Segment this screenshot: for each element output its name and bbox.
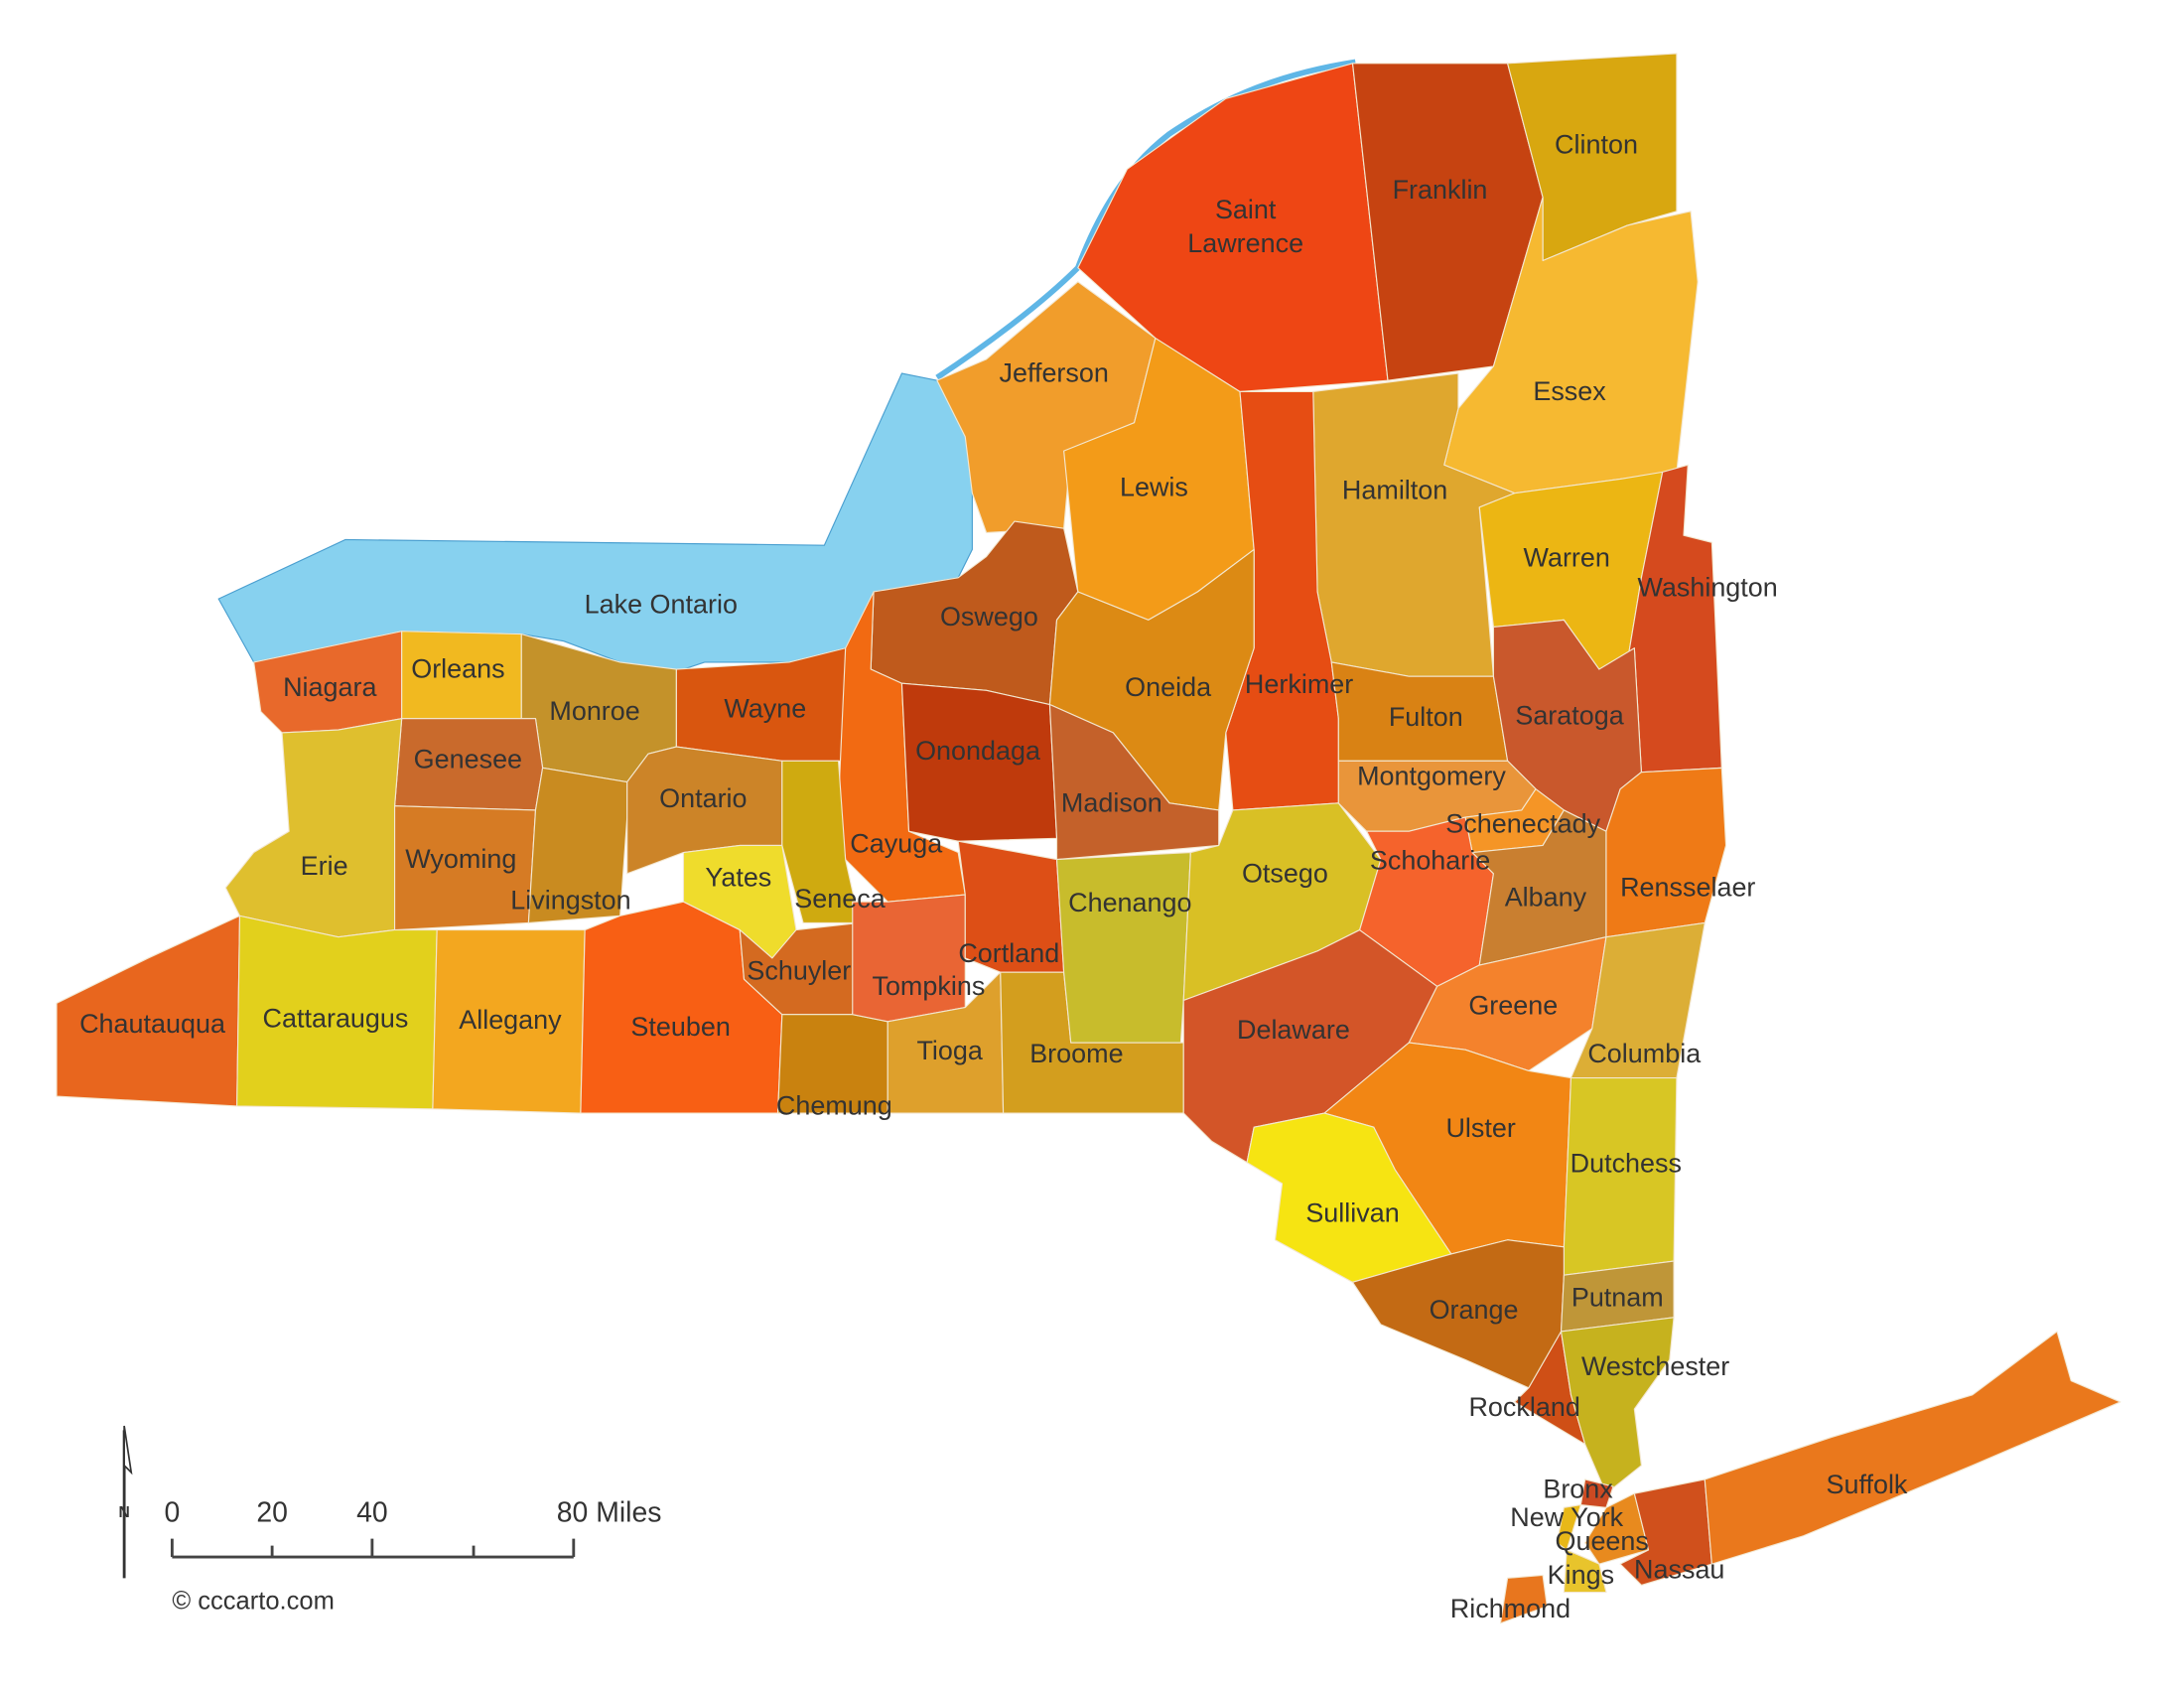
- county-label-warren: Warren: [1524, 542, 1610, 572]
- county-label-nassau: Nassau: [1634, 1554, 1724, 1584]
- county-label-otsego: Otsego: [1242, 858, 1328, 888]
- county-label-orleans: Orleans: [411, 654, 504, 684]
- county-label-oneida: Oneida: [1125, 672, 1211, 702]
- county-label-cortland: Cortland: [958, 938, 1059, 968]
- county-label-putnam: Putnam: [1571, 1282, 1664, 1312]
- scale-tick-0: 0: [164, 1497, 180, 1529]
- county-label-chemung: Chemung: [776, 1090, 892, 1120]
- north-label: N: [118, 1504, 129, 1521]
- county-label-greene: Greene: [1468, 991, 1558, 1021]
- county-label-westchester: Westchester: [1581, 1351, 1729, 1381]
- county-label-albany: Albany: [1505, 882, 1587, 912]
- county-label-chautauqua: Chautauqua: [79, 1009, 225, 1039]
- county-kings[interactable]: [1563, 1549, 1607, 1594]
- county-label-chenango: Chenango: [1068, 888, 1191, 917]
- county-label-erie: Erie: [301, 851, 348, 881]
- county-label-washington: Washington: [1637, 572, 1777, 602]
- scale-tick-20: 20: [256, 1497, 288, 1529]
- scale-bar: N 0 20 40 80 Miles © cccarto.com: [118, 1425, 662, 1616]
- scale-tick-40: 40: [356, 1497, 388, 1529]
- county-label-suffolk: Suffolk: [1827, 1470, 1908, 1499]
- county-label-steuben: Steuben: [630, 1012, 730, 1042]
- county-madison[interactable]: [1048, 703, 1220, 861]
- county-label-rockland: Rockland: [1468, 1392, 1579, 1422]
- scale-tick-80: 80 Miles: [557, 1497, 662, 1529]
- county-label-columbia: Columbia: [1587, 1039, 1701, 1068]
- scale-line: [170, 1538, 576, 1559]
- county-label-onondaga: Onondaga: [915, 736, 1040, 766]
- county-label-tioga: Tioga: [916, 1036, 982, 1065]
- county-chenango[interactable]: [1055, 851, 1191, 1044]
- lake-ontario-label: Lake Ontario: [585, 589, 738, 619]
- county-label-rensselaer: Rensselaer: [1620, 873, 1755, 903]
- county-label-clinton: Clinton: [1555, 130, 1638, 160]
- county-label-niagara: Niagara: [283, 672, 376, 702]
- county-label-schenectady: Schenectady: [1445, 809, 1600, 839]
- county-westchester[interactable]: [1560, 1317, 1675, 1494]
- county-label-queens: Queens: [1555, 1526, 1648, 1556]
- county-label-cayuga: Cayuga: [850, 829, 942, 859]
- county-label-schuyler: Schuyler: [747, 955, 851, 985]
- county-label-dutchess: Dutchess: [1570, 1149, 1682, 1179]
- county-label-yates: Yates: [705, 863, 771, 893]
- county-label-kings: Kings: [1548, 1560, 1614, 1590]
- county-label-ulster: Ulster: [1445, 1113, 1515, 1143]
- county-label-allegany: Allegany: [459, 1005, 562, 1035]
- county-erie[interactable]: [224, 718, 403, 938]
- county-label-monroe: Monroe: [549, 696, 639, 726]
- county-label-wyoming: Wyoming: [405, 844, 516, 874]
- county-suffolk[interactable]: [1704, 1331, 2121, 1565]
- county-label-jefferson: Jefferson: [999, 358, 1108, 388]
- county-label-schoharie: Schoharie: [1370, 846, 1490, 876]
- county-label-montgomery: Montgomery: [1357, 761, 1506, 790]
- county-label-livingston: Livingston: [510, 885, 630, 914]
- county-label-cattaraugus: Cattaraugus: [263, 1004, 409, 1034]
- county-label-richmond: Richmond: [1450, 1594, 1570, 1623]
- county-label-hamilton: Hamilton: [1342, 475, 1447, 504]
- county-label-new-york: New York: [1510, 1502, 1623, 1532]
- county-label-delaware: Delaware: [1237, 1015, 1350, 1045]
- county-rensselaer[interactable]: [1605, 767, 1727, 938]
- county-label-lewis: Lewis: [1120, 473, 1188, 502]
- county-label-broome: Broome: [1029, 1039, 1123, 1068]
- county-label-saratoga: Saratoga: [1515, 700, 1623, 730]
- county-label-ontario: Ontario: [659, 783, 747, 813]
- county-label-genesee: Genesee: [414, 744, 522, 774]
- county-queens[interactable]: [1584, 1492, 1650, 1565]
- copyright: © cccarto.com: [172, 1588, 335, 1616]
- county-label-wayne: Wayne: [724, 693, 806, 723]
- county-tompkins[interactable]: [852, 894, 966, 1023]
- north-arrow-icon: [123, 1425, 133, 1476]
- county-oneida[interactable]: [1048, 548, 1255, 811]
- county-label-seneca: Seneca: [794, 884, 885, 914]
- county-richmond[interactable]: [1499, 1574, 1548, 1624]
- county-label-orange: Orange: [1430, 1295, 1519, 1325]
- county-label-bronx: Bronx: [1543, 1474, 1613, 1503]
- county-label-franklin: Franklin: [1393, 175, 1488, 205]
- county-label-herkimer: Herkimer: [1245, 669, 1353, 699]
- county-label-oswego: Oswego: [940, 602, 1038, 632]
- county-label-madison: Madison: [1061, 787, 1162, 817]
- county-label-essex: Essex: [1533, 376, 1606, 406]
- county-label-tompkins: Tompkins: [872, 971, 985, 1001]
- county-label-fulton: Fulton: [1389, 702, 1463, 732]
- county-label-sullivan: Sullivan: [1305, 1197, 1399, 1227]
- county-label-saint-lawrence: Saint Lawrence: [1187, 195, 1303, 258]
